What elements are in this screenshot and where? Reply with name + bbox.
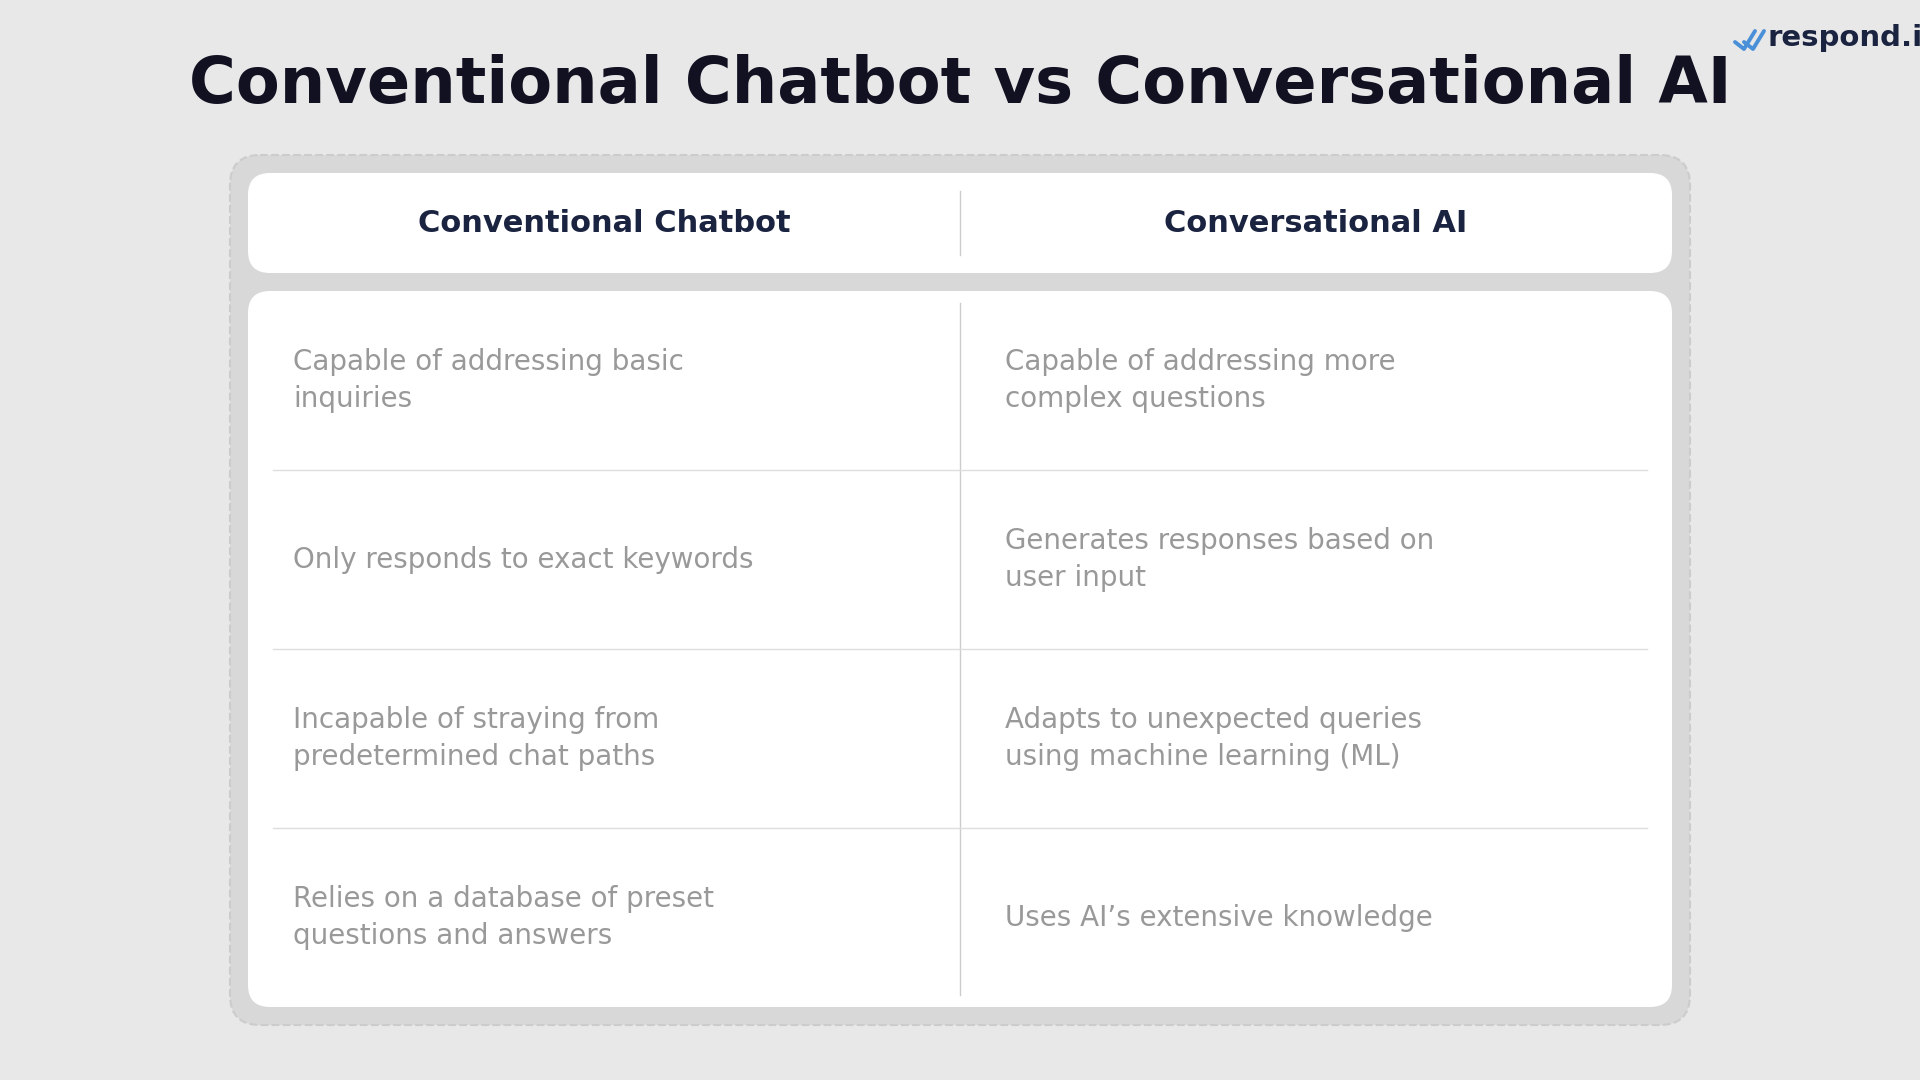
- Text: Uses AI’s extensive knowledge: Uses AI’s extensive knowledge: [1004, 904, 1432, 931]
- Text: respond.io: respond.io: [1766, 24, 1920, 52]
- Text: Relies on a database of preset
questions and answers: Relies on a database of preset questions…: [294, 885, 714, 950]
- Text: Capable of addressing basic
inquiries: Capable of addressing basic inquiries: [294, 348, 684, 414]
- Text: Conventional Chatbot: Conventional Chatbot: [419, 208, 791, 238]
- Text: Generates responses based on
user input: Generates responses based on user input: [1004, 527, 1434, 593]
- Text: Conversational AI: Conversational AI: [1164, 208, 1467, 238]
- FancyBboxPatch shape: [248, 173, 1672, 273]
- Text: Capable of addressing more
complex questions: Capable of addressing more complex quest…: [1004, 348, 1396, 414]
- FancyBboxPatch shape: [248, 291, 1672, 1007]
- Text: Incapable of straying from
predetermined chat paths: Incapable of straying from predetermined…: [294, 705, 659, 771]
- Text: Conventional Chatbot vs Conversational AI: Conventional Chatbot vs Conversational A…: [188, 54, 1732, 116]
- Text: Adapts to unexpected queries
using machine learning (ML): Adapts to unexpected queries using machi…: [1004, 705, 1423, 771]
- Text: Only responds to exact keywords: Only responds to exact keywords: [294, 545, 753, 573]
- FancyBboxPatch shape: [230, 156, 1690, 1025]
